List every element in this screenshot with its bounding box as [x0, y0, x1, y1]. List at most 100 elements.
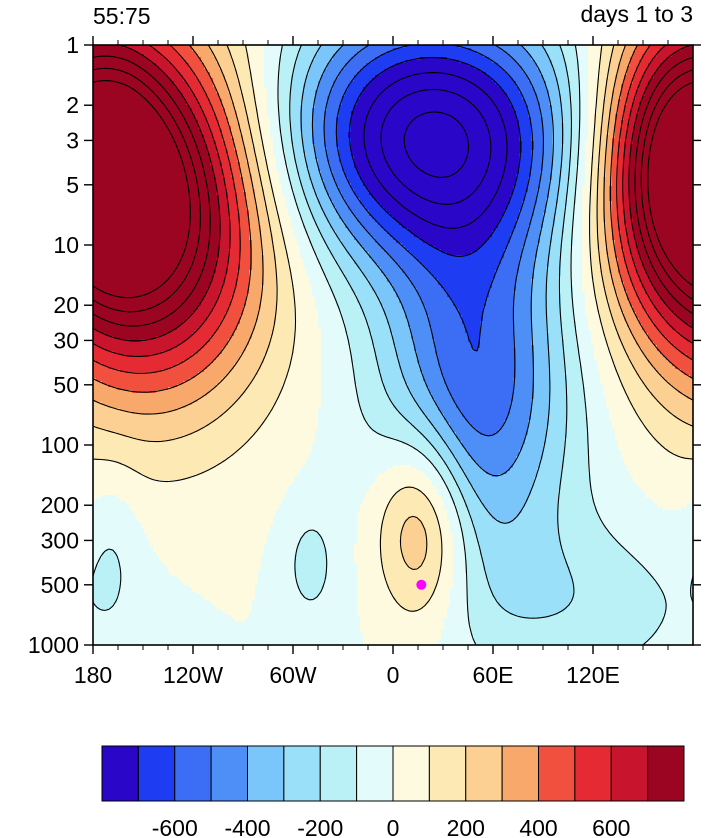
field-cell [540, 111, 553, 115]
field-cell [318, 81, 334, 85]
field-cell [381, 558, 406, 562]
field-cell [159, 558, 262, 562]
field-cell [420, 366, 442, 370]
field-cell [237, 285, 250, 289]
field-cell [606, 171, 613, 175]
field-cell [324, 72, 340, 76]
field-cell [504, 69, 523, 73]
field-cell [666, 597, 693, 601]
field-cell [552, 168, 562, 172]
field-cell [486, 300, 514, 304]
field-cell [519, 453, 544, 457]
field-cell [351, 288, 373, 292]
field-cell [216, 141, 226, 145]
field-cell [384, 510, 436, 514]
field-cell [333, 201, 346, 205]
field-cell [228, 213, 241, 217]
field-cell [291, 141, 304, 145]
field-cell [399, 366, 421, 370]
contour-negative [289, 45, 575, 619]
field-cell [549, 399, 568, 403]
field-cell [516, 288, 532, 292]
field-cell [642, 324, 655, 328]
field-cell [315, 429, 373, 433]
field-cell [93, 288, 208, 292]
field-cell [576, 333, 592, 337]
field-cell [597, 219, 604, 223]
field-cell [600, 51, 613, 55]
colorbar-label: -400 [224, 815, 270, 838]
field-cell [537, 255, 550, 259]
field-cell [300, 468, 388, 472]
field-cell [468, 618, 664, 622]
field-cell [357, 216, 373, 220]
field-cell [351, 150, 523, 154]
field-cell [399, 411, 424, 415]
field-cell [411, 279, 439, 283]
field-cell [561, 96, 571, 100]
colorbar-label: 200 [447, 815, 485, 838]
field-cell [600, 378, 622, 382]
field-cell [222, 285, 238, 289]
field-cell [93, 330, 100, 334]
field-cell [174, 81, 187, 85]
field-cell [423, 561, 442, 565]
field-cell [516, 222, 532, 226]
field-cell [411, 330, 433, 334]
field-cell [93, 285, 211, 289]
field-cell [279, 180, 292, 184]
field-cell [579, 141, 586, 145]
field-cell [348, 249, 367, 253]
field-cell [660, 312, 676, 316]
field-cell [213, 138, 223, 142]
field-cell [540, 174, 553, 178]
field-cell [357, 219, 376, 223]
field-cell [360, 504, 388, 508]
field-cell [258, 210, 268, 214]
field-cell [387, 585, 436, 589]
field-cell [627, 126, 634, 130]
field-cell [630, 150, 693, 154]
field-cell [282, 135, 292, 139]
field-cell [492, 282, 517, 286]
field-cell [234, 105, 247, 109]
field-cell [285, 201, 298, 205]
field-cell [252, 141, 262, 145]
field-cell [453, 576, 469, 580]
field-cell [465, 447, 523, 451]
field-cell [93, 564, 97, 568]
field-cell [654, 579, 693, 583]
field-cell [537, 471, 562, 475]
field-cell [315, 300, 337, 304]
field-cell [561, 261, 571, 265]
field-cell [240, 258, 253, 262]
field-cell [294, 63, 313, 67]
field-cell [453, 561, 466, 565]
field-cell [609, 132, 616, 136]
field-cell [108, 366, 172, 370]
field-cell [546, 429, 568, 433]
field-cell [531, 219, 544, 223]
field-cell [552, 177, 562, 181]
field-cell [93, 207, 220, 211]
field-cell [258, 312, 277, 316]
field-cell [321, 372, 355, 376]
field-cell [93, 576, 121, 580]
field-cell [417, 429, 436, 433]
field-cell [120, 582, 184, 586]
field-cell [357, 240, 376, 244]
field-cell [270, 129, 280, 133]
field-cell [591, 192, 598, 196]
field-cell [390, 327, 412, 331]
field-cell [276, 210, 289, 214]
field-cell [360, 177, 517, 181]
field-cell [648, 66, 661, 70]
field-cell [375, 351, 397, 355]
field-cell [318, 228, 334, 232]
field-cell [441, 456, 457, 460]
field-cell [519, 216, 532, 220]
field-cell [534, 483, 562, 487]
field-cell [690, 375, 693, 379]
field-cell [297, 168, 310, 172]
field-cell [228, 270, 238, 274]
